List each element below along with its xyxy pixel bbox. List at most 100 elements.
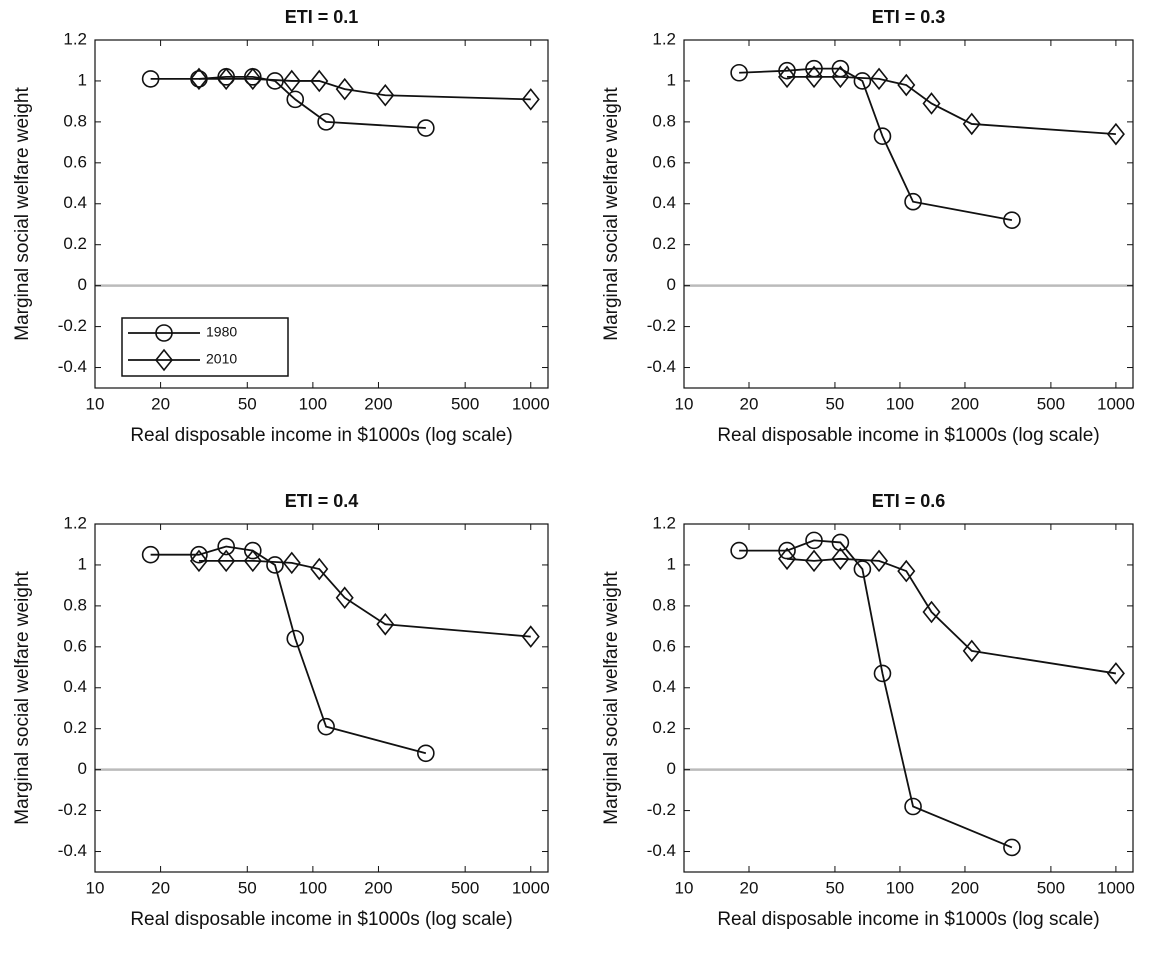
circle-marker <box>190 545 208 564</box>
x-axis-label: Real disposable income in $1000s (log sc… <box>717 909 1099 930</box>
y-axis-label: Marginal social welfare weight <box>601 571 622 825</box>
circle-marker <box>831 533 850 552</box>
x-tick-label: 10 <box>675 878 694 897</box>
series-line <box>787 75 1116 136</box>
y-tick-label: -0.2 <box>58 316 87 335</box>
circle-marker <box>778 541 796 560</box>
x-tick-label: 500 <box>451 878 479 897</box>
x-tick-label: 200 <box>364 394 392 413</box>
series-line <box>739 67 1013 222</box>
x-tick-label: 500 <box>1037 878 1065 897</box>
x-tick-label: 50 <box>238 394 257 413</box>
circle-marker <box>155 324 173 342</box>
y-tick-label: 1.2 <box>63 29 87 48</box>
diamond-marker <box>922 600 941 624</box>
diamond-marker <box>869 67 889 91</box>
x-axis-label: Real disposable income in $1000s (log sc… <box>717 425 1099 446</box>
x-tick-label: 20 <box>151 394 170 413</box>
diamond-marker <box>217 67 236 91</box>
y-tick-label: -0.4 <box>58 841 87 860</box>
x-tick-label: 10 <box>86 394 105 413</box>
panel: ETI = 0.4 Real disposable income in $1000… <box>12 491 550 930</box>
panel-title: ETI = 0.4 <box>285 491 359 511</box>
panel-title: ETI = 0.6 <box>872 491 946 511</box>
diamond-marker <box>335 77 354 101</box>
x-tick-label: 100 <box>886 878 914 897</box>
x-tick-label: 1000 <box>1097 878 1135 897</box>
diamond-marker <box>282 551 301 575</box>
panel: ETI = 0.3 Real disposable income in $1000… <box>601 7 1135 446</box>
diamond-marker <box>831 547 850 571</box>
circle-marker <box>853 560 872 578</box>
y-tick-label: 1 <box>78 554 87 573</box>
series-line <box>739 539 1013 849</box>
diamond-marker <box>962 112 981 136</box>
circle-marker <box>805 531 823 550</box>
y-tick-label: 0.2 <box>63 718 87 737</box>
circle-marker <box>873 127 892 146</box>
y-tick-label: -0.4 <box>647 841 676 860</box>
panel-title: ETI = 0.3 <box>872 7 946 27</box>
x-axis-label: Real disposable income in $1000s (log sc… <box>130 425 512 446</box>
x-tick-label: 10 <box>675 394 694 413</box>
diamond-marker <box>243 549 262 573</box>
y-tick-label: 0.6 <box>652 152 676 171</box>
diamond-marker <box>897 73 916 97</box>
legend: 1980 2010 <box>121 317 289 377</box>
x-tick-label: 200 <box>951 878 979 897</box>
circle-marker <box>904 192 922 211</box>
x-tick-label: 100 <box>886 394 914 413</box>
y-tick-label: 1.2 <box>63 513 87 532</box>
y-tick-label: 0.4 <box>63 677 87 696</box>
y-tick-label: -0.2 <box>58 800 87 819</box>
y-tick-label: 1 <box>78 70 87 89</box>
circle-marker <box>286 629 305 648</box>
diamond-marker <box>778 547 797 571</box>
diamond-marker <box>1106 122 1125 146</box>
panel: ETI = 0.1 Real disposable income in $1000… <box>12 7 550 446</box>
diamond-marker <box>376 613 395 636</box>
panel-title: ETI = 0.1 <box>285 7 359 27</box>
x-tick-label: 50 <box>825 394 844 413</box>
x-tick-label: 100 <box>299 878 327 897</box>
circle-marker <box>417 744 435 763</box>
x-tick-label: 20 <box>151 878 170 897</box>
circle-marker <box>730 63 748 82</box>
circle-marker <box>730 541 748 560</box>
x-tick-label: 20 <box>740 394 759 413</box>
y-tick-label: 0.8 <box>652 595 676 614</box>
series-line <box>198 77 531 101</box>
y-tick-label: 0 <box>78 759 87 778</box>
diamond-marker <box>1106 662 1125 685</box>
diamond-marker <box>282 69 301 93</box>
y-tick-label: 1.2 <box>652 513 676 532</box>
diamond-marker <box>521 625 540 648</box>
y-tick-label: 0.8 <box>63 111 87 130</box>
plot-frame <box>683 523 1134 873</box>
diamond-marker <box>310 69 329 93</box>
diamond-marker <box>376 83 395 107</box>
y-axis-label: Marginal social welfare weight <box>601 87 622 341</box>
diamond-marker <box>869 549 889 573</box>
y-tick-label: 1.2 <box>652 29 676 48</box>
diamond-marker <box>831 65 850 89</box>
diamond-marker <box>189 67 208 91</box>
y-tick-label: 0.4 <box>652 677 676 696</box>
circle-marker <box>1003 211 1021 229</box>
plot-frame <box>683 39 1134 389</box>
diamond-marker <box>310 557 329 581</box>
panel: ETI = 0.6 Real disposable income in $1000… <box>601 491 1135 930</box>
diamond-marker <box>962 639 981 663</box>
circle-marker <box>873 664 892 683</box>
legend-label: 1980 <box>206 324 237 340</box>
y-tick-label: 0 <box>667 275 676 294</box>
y-tick-label: 0.6 <box>652 636 676 655</box>
diamond-marker <box>897 559 916 583</box>
y-tick-label: -0.4 <box>58 357 87 376</box>
diamond-marker <box>154 348 174 372</box>
x-tick-label: 100 <box>299 394 327 413</box>
circle-marker <box>853 72 872 90</box>
circle-marker <box>1003 838 1021 857</box>
diamond-marker <box>189 549 208 573</box>
x-tick-label: 10 <box>86 878 105 897</box>
